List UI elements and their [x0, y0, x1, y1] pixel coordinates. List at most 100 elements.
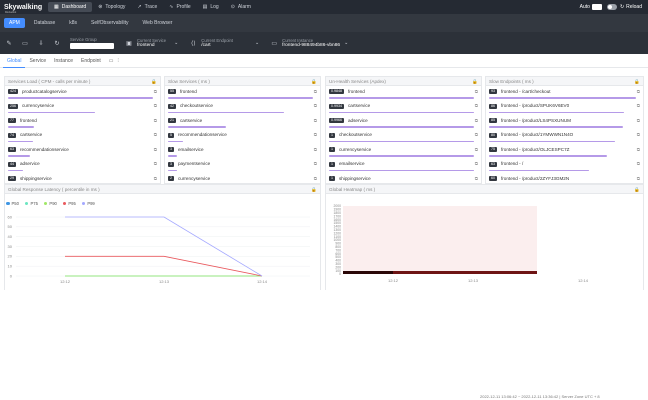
list-item[interactable]: 60 frontend - /product/2ZYFJ3GM2N ⧉ — [486, 173, 643, 183]
list-item[interactable]: 85 frontend - /product/LS4PSXUNUM ⧉ — [486, 115, 643, 130]
tab-instance[interactable]: Instance — [54, 57, 74, 64]
nav-profile[interactable]: ∿ Profile — [169, 4, 191, 10]
auto-interval-input[interactable] — [591, 4, 602, 10]
dashboard-tabs: APM Database k8s SelfObservability Web B… — [0, 14, 648, 32]
nav-dashboard[interactable]: ▦ Dashboard — [48, 2, 93, 12]
nav-alarm[interactable]: ⊙ Alarm — [230, 4, 251, 10]
list-item[interactable]: 256 currencyservice ⧉ — [5, 101, 160, 116]
edit-icon[interactable]: ✎ — [6, 40, 12, 47]
copy-icon[interactable]: ⧉ — [313, 146, 317, 152]
copy-icon[interactable]: ⧉ — [636, 146, 640, 152]
x-tick-label: 12:12 — [388, 278, 399, 283]
copy-icon[interactable]: ⧉ — [474, 146, 478, 152]
copy-icon[interactable]: ⧉ — [313, 103, 317, 108]
reload-button[interactable]: Reload — [626, 4, 642, 10]
list-item[interactable]: 21 cartservice ⧉ — [165, 115, 320, 130]
reload-icon[interactable]: ↻ — [619, 4, 625, 10]
refresh-icon[interactable]: ↻ — [54, 40, 60, 47]
copy-icon[interactable]: ⧉ — [636, 88, 640, 94]
list-item[interactable]: 44 adservice ⧉ — [5, 159, 160, 174]
time-range[interactable]: 2022-12-11 13:06:42 ~ 2022-12-11 13:36:4… — [480, 394, 600, 399]
tab-database[interactable]: Database — [33, 20, 56, 26]
nav-trace[interactable]: ↗ Trace — [137, 4, 158, 10]
tab-service[interactable]: Service — [29, 57, 47, 64]
copy-icon[interactable]: ⧉ — [153, 88, 157, 94]
list-item[interactable]: 0.9848 frontend ⧉ — [326, 86, 481, 101]
legend-p50[interactable]: P50 — [6, 201, 19, 206]
copy-icon[interactable]: ⧉ — [153, 117, 157, 123]
list-item[interactable]: 63 frontend - / ⧉ — [486, 159, 643, 174]
list-item[interactable]: 74 cartservice ⧉ — [5, 130, 160, 145]
list-item[interactable]: 1 currencyservice ⧉ — [326, 144, 481, 159]
lock-icon[interactable]: 🔒 — [472, 79, 478, 84]
list-item[interactable]: 0.9934 cartservice ⧉ — [326, 101, 481, 116]
copy-icon[interactable]: ⧉ — [636, 132, 640, 137]
tab-apm[interactable]: APM — [4, 18, 25, 28]
copy-icon[interactable]: ⧉ — [313, 175, 317, 181]
tab-k8s[interactable]: k8s — [69, 20, 78, 26]
copy-icon[interactable]: ⧉ — [474, 103, 478, 108]
slow-endpoints-panel: Slow Endpoints ( ms ) 🔒 93 frontend - /cart… — [485, 76, 644, 184]
list-item[interactable]: 93 frontend - /cart/checkout ⧉ — [486, 86, 643, 101]
copy-icon[interactable]: ⧉ — [313, 132, 317, 137]
list-item[interactable]: 5 recommendationservice ⧉ — [165, 130, 320, 145]
tab-selfobservability[interactable]: SelfObservability — [91, 20, 129, 26]
list-item[interactable]: 77 frontend ⧉ — [5, 115, 160, 130]
list-item[interactable]: 3 emailservice ⧉ — [165, 144, 320, 159]
copy-icon[interactable]: ⧉ — [153, 132, 157, 137]
list-item[interactable]: 29 shippingservice ⧉ — [5, 173, 160, 183]
legend-p99[interactable]: P99 — [81, 201, 95, 206]
copy-icon[interactable]: ⧉ — [636, 161, 640, 166]
import-icon[interactable]: ⇩ — [38, 40, 44, 47]
lock-icon[interactable]: 🔒 — [634, 187, 640, 192]
current-service-select[interactable]: ▣ Current Service frontend ⌄ — [124, 38, 178, 48]
list-item[interactable]: 1 emailservice ⧉ — [326, 159, 481, 174]
list-item[interactable]: 55 frontend ⧉ — [165, 86, 320, 101]
copy-icon[interactable]: ⧉ — [153, 175, 157, 181]
copy-icon[interactable]: ⧉ — [636, 117, 640, 123]
copy-icon[interactable]: ⧉ — [474, 132, 478, 137]
copy-icon[interactable]: ⧉ — [153, 146, 157, 152]
current-instance-select[interactable]: ▭ Current Instance frontend-988494b86-vbn… — [269, 38, 348, 48]
nav-log[interactable]: ▤ Log — [202, 4, 219, 10]
legend-p90[interactable]: P90 — [43, 201, 57, 206]
copy-icon[interactable]: ⧉ — [474, 88, 478, 94]
tab-global[interactable]: Global — [3, 54, 26, 68]
list-item[interactable]: 86 frontend - /product/SPUK6V6EV0 ⧉ — [486, 101, 643, 116]
tab-endpoint[interactable]: Endpoint — [81, 57, 101, 64]
legend-p75[interactable]: P75 — [24, 201, 38, 206]
list-item[interactable]: 3 paymentservice ⧉ — [165, 159, 320, 174]
copy-icon[interactable]: ⧉ — [313, 88, 317, 94]
list-item[interactable]: 75 frontend - /product/OLJCESPC7Z ⧉ — [486, 144, 643, 159]
tab-web-browser[interactable]: Web Browser — [142, 20, 173, 26]
folder-icon[interactable]: ▭ — [22, 40, 28, 47]
list-item[interactable]: 80 frontend - /product/1YMWWN1N4O ⧉ — [486, 130, 643, 145]
list-item[interactable]: 2 currencyservice ⧉ — [165, 173, 320, 183]
list-item[interactable]: 63 recommendationservice ⧉ — [5, 144, 160, 159]
lock-icon[interactable]: 🔒 — [311, 79, 317, 84]
copy-icon[interactable]: ⧉ — [636, 175, 640, 181]
legend-p95[interactable]: P95 — [62, 201, 76, 206]
lock-icon[interactable]: 🔒 — [634, 79, 640, 84]
list-item[interactable]: 1 checkoutservice ⧉ — [326, 130, 481, 145]
lock-icon[interactable]: 🔒 — [311, 187, 317, 192]
copy-icon[interactable]: ⧉ — [474, 117, 478, 123]
copy-icon[interactable]: ⧉ — [474, 175, 478, 181]
copy-icon[interactable]: ⧉ — [313, 161, 317, 166]
copy-icon[interactable]: ⧉ — [153, 103, 157, 108]
nav-topology[interactable]: ⊛ Topology — [98, 4, 126, 10]
copy-icon[interactable]: ⧉ — [474, 161, 478, 166]
chart-icon[interactable]: ⫶ — [117, 57, 119, 64]
service-group-input[interactable] — [70, 43, 114, 49]
list-item[interactable]: 42 checkoutservice ⧉ — [165, 101, 320, 116]
copy-icon[interactable]: ⧉ — [313, 117, 317, 123]
current-endpoint-select[interactable]: ⟨⟩ Current Endpoint/cart ⌄ — [188, 38, 259, 48]
auto-refresh-toggle[interactable] — [606, 4, 617, 10]
list-item[interactable]: 0.9966 adservice ⧉ — [326, 115, 481, 130]
copy-icon[interactable]: ⧉ — [153, 161, 157, 166]
list-item[interactable]: 1 shippingservice ⧉ — [326, 173, 481, 183]
list-item[interactable]: 424 productcatalogservice ⧉ — [5, 86, 160, 101]
lock-icon[interactable]: 🔒 — [151, 79, 157, 84]
folder-icon[interactable]: ▭ — [108, 57, 114, 64]
copy-icon[interactable]: ⧉ — [636, 103, 640, 108]
